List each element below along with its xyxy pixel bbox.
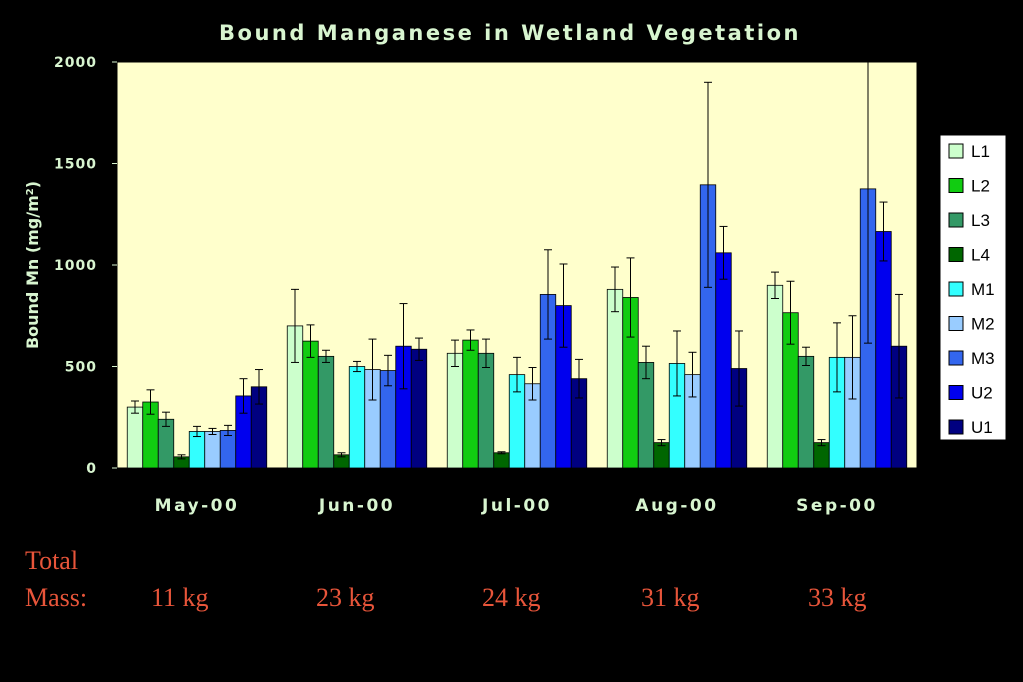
- y-axis-label-main: Bound Mn (mg/m: [23, 195, 42, 349]
- bar-l3-jun-00: [317, 355, 335, 469]
- mass-label: Mass:: [25, 583, 88, 612]
- legend-swatch-l1: [948, 143, 964, 159]
- bar-l1-may-00: [126, 406, 144, 469]
- y-axis-label-superscript: 2: [25, 188, 36, 195]
- x-tick-label-jun-00: Jun-00: [318, 496, 395, 516]
- legend-label-l1: L1: [971, 142, 990, 161]
- x-tick-label-sep-00: Sep-00: [796, 496, 878, 516]
- y-tick-label: 2000: [54, 55, 97, 71]
- bar-m1-jun-00: [348, 366, 366, 469]
- bar-l3-jul-00: [477, 352, 495, 469]
- y-tick-label: 0: [86, 461, 97, 477]
- bar-m3-may-00: [219, 430, 237, 469]
- bar-m2-may-00: [204, 431, 221, 469]
- mass-may: 11 kg: [151, 583, 209, 612]
- legend-swatch-m3: [948, 350, 964, 366]
- y-tick-label: 1500: [54, 157, 97, 173]
- mass-jul: 24 kg: [482, 583, 541, 612]
- y-axis-label: Bound Mn (mg/m2): [23, 181, 42, 349]
- legend-label-m3: M3: [971, 349, 995, 368]
- x-tick-label-may-00: May-00: [155, 496, 240, 516]
- legend-swatch-l4: [948, 247, 964, 262]
- x-axis: May-00 Jun-00 Jul-00 Aug-00 Sep-00: [155, 496, 878, 516]
- bar-u1-jun-00: [410, 348, 428, 469]
- bar-l4-sep-00: [813, 442, 830, 469]
- legend: L1 L2 L3 L4 M1 M2 M3 U2 U1: [939, 134, 1007, 441]
- x-tick-label-jul-00: Jul-00: [481, 496, 552, 516]
- bar-l1-sep-00: [766, 284, 784, 469]
- legend-swatch-m2: [948, 316, 964, 331]
- legend-swatch-l2: [948, 178, 964, 193]
- bar-u2-sep-00: [875, 231, 892, 469]
- legend-label-m1: M1: [971, 280, 995, 299]
- legend-label-l4: L4: [971, 246, 990, 265]
- chart-title: Bound Manganese in Wetland Vegetation: [219, 21, 801, 45]
- mass-jun: 23 kg: [316, 583, 375, 612]
- y-axis: 0 500 1000 1500 2000: [54, 55, 117, 477]
- y-axis-label-end: ): [23, 181, 42, 188]
- bar-series-group: [126, 184, 908, 469]
- bar-l3-sep-00: [797, 355, 815, 469]
- bar-l1-aug-00: [606, 288, 624, 469]
- total-label: Total: [25, 546, 79, 575]
- bar-u2-aug-00: [715, 252, 732, 469]
- error-bar-group: [131, 62, 903, 460]
- y-tick-label: 500: [65, 360, 97, 376]
- legend-label-u2: U2: [971, 384, 993, 403]
- bar-l4-aug-00: [653, 442, 670, 469]
- legend-swatch-l3: [948, 212, 964, 228]
- legend-swatch-u2: [948, 385, 964, 400]
- legend-swatch-m1: [948, 281, 964, 297]
- legend-label-m2: M2: [971, 315, 995, 334]
- legend-label-u1: U1: [971, 418, 993, 437]
- legend-label-l2: L2: [971, 177, 990, 196]
- mass-aug: 31 kg: [641, 583, 700, 612]
- bar-l2-jun-00: [302, 340, 319, 469]
- y-tick-label: 1000: [54, 258, 97, 274]
- mass-sep: 33 kg: [808, 583, 867, 612]
- legend-swatch-u1: [948, 419, 964, 435]
- bar-l2-jul-00: [462, 339, 479, 469]
- x-tick-label-aug-00: Aug-00: [635, 496, 718, 516]
- legend-label-l3: L3: [971, 211, 990, 230]
- bar-l1-jul-00: [446, 352, 464, 469]
- bar-l4-jul-00: [493, 452, 510, 469]
